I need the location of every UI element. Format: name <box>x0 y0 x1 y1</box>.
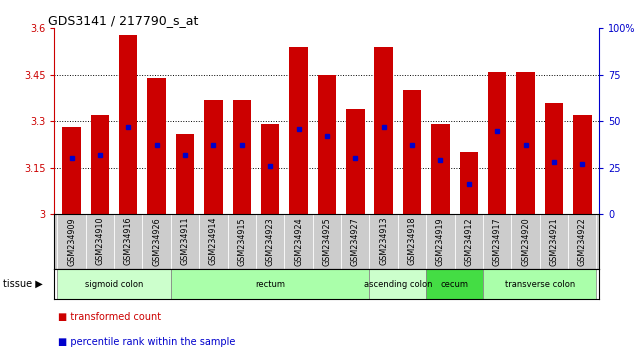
Bar <box>426 269 483 299</box>
Bar <box>483 269 597 299</box>
Bar <box>545 103 563 214</box>
Bar <box>346 109 365 214</box>
Text: tissue ▶: tissue ▶ <box>3 279 43 289</box>
Bar <box>261 124 279 214</box>
Bar <box>204 99 222 214</box>
Text: GSM234922: GSM234922 <box>578 217 587 266</box>
Text: GSM234927: GSM234927 <box>351 217 360 266</box>
Text: GSM234916: GSM234916 <box>124 217 133 266</box>
Bar <box>318 75 336 214</box>
Text: ■ transformed count: ■ transformed count <box>58 312 161 322</box>
Text: ascending colon: ascending colon <box>363 280 432 289</box>
Bar <box>289 47 308 214</box>
Text: GSM234913: GSM234913 <box>379 217 388 266</box>
Text: transverse colon: transverse colon <box>504 280 575 289</box>
Text: GSM234924: GSM234924 <box>294 217 303 266</box>
Bar <box>460 152 478 214</box>
Text: GSM234921: GSM234921 <box>549 217 558 266</box>
Bar <box>517 72 535 214</box>
Text: GSM234920: GSM234920 <box>521 217 530 266</box>
Text: GSM234926: GSM234926 <box>152 217 161 266</box>
Text: sigmoid colon: sigmoid colon <box>85 280 144 289</box>
Bar <box>488 72 506 214</box>
Text: cecum: cecum <box>440 280 469 289</box>
Text: GSM234910: GSM234910 <box>96 217 104 266</box>
Bar <box>57 269 171 299</box>
Text: GSM234912: GSM234912 <box>464 217 473 266</box>
Bar <box>176 134 194 214</box>
Bar <box>369 269 426 299</box>
Bar <box>119 35 137 214</box>
Text: ■ percentile rank within the sample: ■ percentile rank within the sample <box>58 337 235 347</box>
Bar <box>431 124 449 214</box>
Bar <box>233 99 251 214</box>
Bar <box>62 127 81 214</box>
Bar <box>90 115 109 214</box>
Text: GSM234917: GSM234917 <box>493 217 502 266</box>
Text: GSM234919: GSM234919 <box>436 217 445 266</box>
Text: GSM234914: GSM234914 <box>209 217 218 266</box>
Bar <box>573 115 592 214</box>
Text: GSM234909: GSM234909 <box>67 217 76 266</box>
Bar <box>147 78 166 214</box>
Bar <box>171 269 369 299</box>
Text: GSM234925: GSM234925 <box>322 217 331 266</box>
Text: GSM234915: GSM234915 <box>237 217 246 266</box>
Text: GSM234918: GSM234918 <box>408 217 417 266</box>
Bar <box>374 47 393 214</box>
Bar <box>403 90 421 214</box>
Text: GSM234911: GSM234911 <box>181 217 190 266</box>
Text: rectum: rectum <box>255 280 285 289</box>
Text: GDS3141 / 217790_s_at: GDS3141 / 217790_s_at <box>48 14 199 27</box>
Text: GSM234923: GSM234923 <box>265 217 274 266</box>
